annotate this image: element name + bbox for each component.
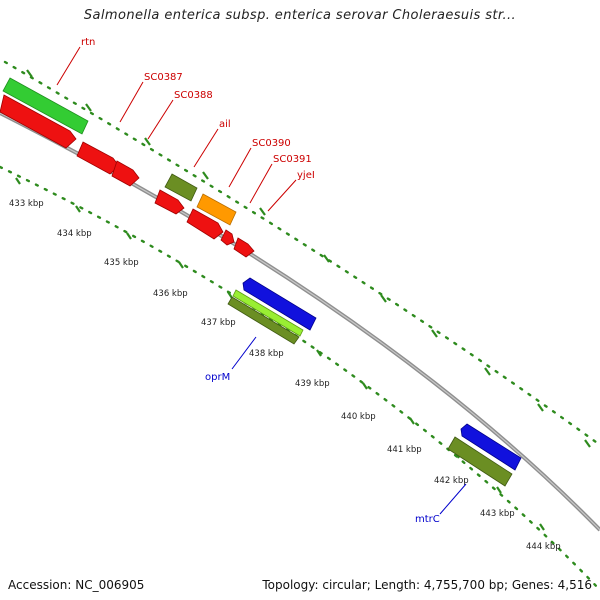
- label-leaders: [56, 46, 467, 515]
- gene-labels: rtn SC0387 SC0388 ail SC0390 SC0391 yjeI…: [81, 37, 440, 525]
- label-SC0391: SC0391: [273, 154, 312, 165]
- label-SC0387: SC0387: [144, 72, 183, 83]
- gene-red-2[interactable]: [154, 189, 185, 215]
- label-rtn: rtn: [81, 37, 95, 48]
- tick-label-440: 440 kbp: [341, 412, 376, 422]
- tick-label-435: 435 kbp: [104, 258, 139, 268]
- tick-label-436: 436 kbp: [153, 289, 188, 299]
- tick-label-439: 439 kbp: [295, 379, 330, 389]
- gene-red-3[interactable]: [186, 208, 224, 240]
- tick-label-434: 434 kbp: [57, 229, 92, 239]
- gene-red-1[interactable]: [0, 94, 77, 149]
- tick-label-442: 442 kbp: [434, 476, 469, 486]
- tick-label-433: 433 kbp: [9, 199, 44, 209]
- label-mtrC: mtrC: [415, 514, 440, 525]
- outer-major-ticks: [26, 69, 591, 448]
- gene-SC0391[interactable]: [220, 229, 235, 246]
- gene-oprM[interactable]: [227, 296, 300, 345]
- gene-ail[interactable]: [164, 173, 198, 202]
- forward-genes: [0, 77, 255, 258]
- tick-label-437: 437 kbp: [201, 318, 236, 328]
- gene-mtrC[interactable]: [447, 436, 513, 487]
- gene-blue-2[interactable]: [460, 423, 522, 471]
- gene-blue-1[interactable]: [242, 277, 317, 331]
- tick-label-441: 441 kbp: [387, 445, 422, 455]
- outer-dotted-track: [3, 60, 600, 447]
- genome-stats-text: Topology: circular; Length: 4,755,700 bp…: [262, 578, 592, 592]
- gene-SC0390[interactable]: [196, 193, 237, 226]
- gene-rtn[interactable]: [2, 77, 89, 135]
- gene-SC0387[interactable]: [76, 141, 120, 175]
- accession-text: Accession: NC_006905: [8, 578, 145, 592]
- label-SC0390: SC0390: [252, 138, 291, 149]
- tick-labels: 433 kbp 434 kbp 435 kbp 436 kbp 437 kbp …: [9, 199, 561, 552]
- label-yjeI: yjeI: [297, 170, 315, 181]
- tick-label-438: 438 kbp: [249, 349, 284, 359]
- inner-dotted-track: [0, 165, 600, 592]
- label-SC0388: SC0388: [174, 90, 213, 101]
- gene-lime-1[interactable]: [232, 289, 304, 337]
- label-ail: ail: [219, 119, 231, 130]
- tick-label-443: 443 kbp: [480, 509, 515, 519]
- reverse-genes: [227, 277, 522, 487]
- label-oprM: oprM: [205, 372, 230, 383]
- genome-title: Salmonella enterica subsp. enterica sero…: [83, 8, 517, 23]
- tick-label-444: 444 kbp: [526, 542, 561, 552]
- gene-yjeI[interactable]: [233, 237, 255, 258]
- gene-SC0388[interactable]: [111, 160, 140, 187]
